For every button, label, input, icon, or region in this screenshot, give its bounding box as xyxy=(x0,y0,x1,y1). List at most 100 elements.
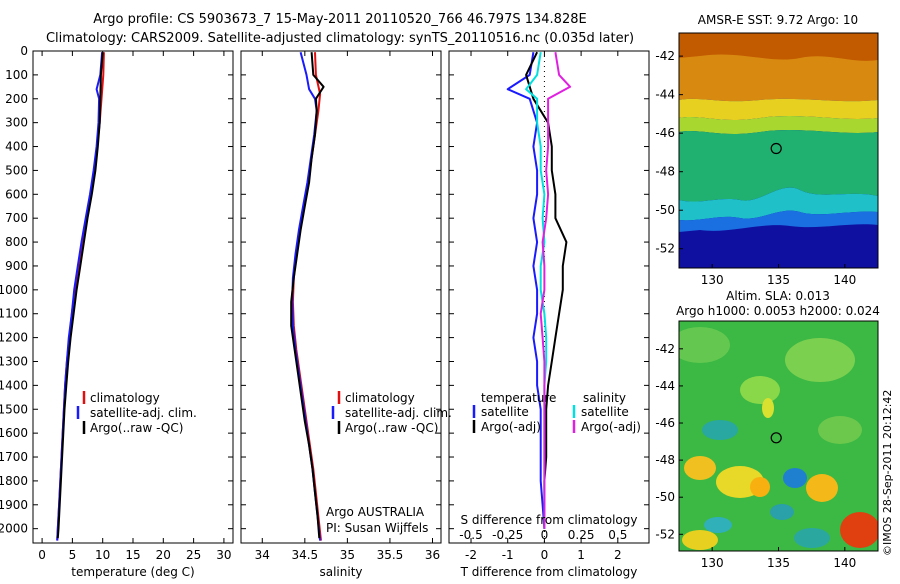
x-tick-label: 25 xyxy=(186,548,201,562)
y-tick-label: 100 xyxy=(5,68,28,82)
legend-label-s-satellite: satellite xyxy=(581,405,629,419)
y-tick-label: 400 xyxy=(5,140,28,154)
x-tick-label: 15 xyxy=(125,548,140,562)
x-tick-label: 35.5 xyxy=(377,548,404,562)
map-y-tick-label: -50 xyxy=(655,490,675,504)
map-y-tick-label: -50 xyxy=(655,203,675,217)
sla-map-title: Altim. SLA: 0.013 xyxy=(726,289,830,303)
legend-label-t-argo: Argo(-adj) xyxy=(481,420,541,434)
y-tick-label: 700 xyxy=(5,211,28,225)
map-x-tick-label: 135 xyxy=(767,556,790,570)
temperature-series xyxy=(56,52,105,541)
salinity-axis: 34 34.5 35 35.5 36 xyxy=(241,50,441,562)
legend-label-climatology: climatology xyxy=(345,391,415,405)
difference-legend: temperature salinity satellite Argo(-adj… xyxy=(472,391,641,434)
y-tick-label: 900 xyxy=(5,259,28,273)
y-tick-label: 0 xyxy=(20,44,28,58)
salinity-legend: climatology satellite-adj. clim. Argo(..… xyxy=(326,391,452,535)
difference-series xyxy=(506,51,572,529)
y-tick-label: 1600 xyxy=(0,426,28,440)
s-tick-label: 0 xyxy=(541,528,549,542)
series-line-climatology xyxy=(291,52,322,541)
x-tick-label: 5 xyxy=(69,548,77,562)
map-y-tick-label: -44 xyxy=(655,88,675,102)
sst-map-axes: 130 135 140 -42 -44 -46 -48 -50 -52 xyxy=(655,49,856,287)
legend-header-salinity: salinity xyxy=(583,391,626,405)
y-tick-label: 1200 xyxy=(0,331,28,345)
series-line-satellite-adj-clim- xyxy=(56,52,104,541)
y-tick-label: 500 xyxy=(5,163,28,177)
series-line-argo-adj- xyxy=(539,52,572,529)
legend-header-temperature: temperature xyxy=(481,391,556,405)
temperature-legend: climatology satellite-adj. clim. Argo(..… xyxy=(76,391,197,435)
legend-label-climatology: climatology xyxy=(90,391,160,405)
x-tick-label: 34 xyxy=(255,548,270,562)
map-y-tick-label: -52 xyxy=(655,242,675,256)
map-y-tick-label: -44 xyxy=(655,379,675,393)
sla-map-subtitle: Argo h1000: 0.0053 h2000: 0.024 xyxy=(676,304,880,318)
y-tick-label: 2000 xyxy=(0,522,28,536)
s-tick-label: -0.5 xyxy=(459,528,482,542)
argo-location-marker xyxy=(770,432,782,444)
legend-label-s-argo: Argo(-adj) xyxy=(581,420,641,434)
y-tick-label: 800 xyxy=(5,235,28,249)
t-difference-x-label: T difference from climatology xyxy=(460,565,638,579)
legend-label-satellite: satellite-adj. clim. xyxy=(345,406,452,420)
x-tick-label: 0 xyxy=(38,548,46,562)
legend-label-t-satellite: satellite xyxy=(481,405,529,419)
sst-map-title: AMSR-E SST: 9.72 Argo: 10 xyxy=(698,13,858,27)
credit-text: Argo AUSTRALIA xyxy=(326,505,425,519)
x-tick-label: 1 xyxy=(577,548,585,562)
sla-heatmap xyxy=(679,321,878,551)
series-line-climatology xyxy=(56,52,105,541)
y-tick-label: 1800 xyxy=(0,474,28,488)
s-tick-label: -0.25 xyxy=(492,528,523,542)
x-tick-label: 2 xyxy=(614,548,622,562)
x-tick-label: 30 xyxy=(216,548,231,562)
x-tick-label: 20 xyxy=(156,548,171,562)
x-tick-label: 34.5 xyxy=(291,548,318,562)
x-tick-label: -2 xyxy=(465,548,477,562)
sla-map-axes: 130 135 140 -42 -44 -46 -48 -50 -52 xyxy=(655,342,856,570)
y-tick-label: 200 xyxy=(5,92,28,106)
pi-text: PI: Susan Wijffels xyxy=(326,521,428,535)
y-tick-label: 1700 xyxy=(0,450,28,464)
temperature-panel-frame xyxy=(32,50,234,544)
map-x-tick-label: 135 xyxy=(767,273,790,287)
map-x-tick-label: 140 xyxy=(833,273,856,287)
y-tick-label: 1100 xyxy=(0,307,28,321)
map-y-tick-label: -42 xyxy=(655,49,675,63)
map-y-tick-label: -42 xyxy=(655,342,675,356)
x-tick-label: 36 xyxy=(425,548,440,562)
argo-location-marker xyxy=(770,142,782,155)
map-x-tick-label: 130 xyxy=(701,273,724,287)
map-x-tick-label: 140 xyxy=(833,556,856,570)
salinity-panel-frame xyxy=(240,50,442,544)
x-tick-label: 10 xyxy=(95,548,110,562)
x-tick-label: -1 xyxy=(502,548,514,562)
s-difference-label: S difference from climatology xyxy=(461,513,638,527)
x-tick-label: 0 xyxy=(541,548,549,562)
difference-panel-frame xyxy=(448,50,650,544)
legend-label-satellite: satellite-adj. clim. xyxy=(90,406,197,420)
y-tick-label: 1000 xyxy=(0,283,28,297)
map-y-tick-label: -46 xyxy=(655,416,675,430)
sst-heatmap xyxy=(679,33,878,268)
y-tick-label: 600 xyxy=(5,187,28,201)
figure-title-line2: Climatology: CARS2009. Satellite-adjuste… xyxy=(46,31,634,46)
series-line-argo-raw-qc- xyxy=(290,52,325,539)
map-y-tick-label: -48 xyxy=(655,453,675,467)
map-y-tick-label: -52 xyxy=(655,527,675,541)
legend-label-argo: Argo(..raw -QC) xyxy=(345,421,438,435)
y-tick-label: 300 xyxy=(5,116,28,130)
s-tick-label: 0.25 xyxy=(568,528,595,542)
series-line-satellite xyxy=(506,52,546,529)
y-tick-label: 1300 xyxy=(0,354,28,368)
s-tick-label: 0.5 xyxy=(608,528,627,542)
salinity-series xyxy=(290,51,325,541)
x-tick-label: 35 xyxy=(340,548,355,562)
series-line-argo-raw-qc- xyxy=(56,52,104,539)
salinity-x-label: salinity xyxy=(319,565,362,579)
